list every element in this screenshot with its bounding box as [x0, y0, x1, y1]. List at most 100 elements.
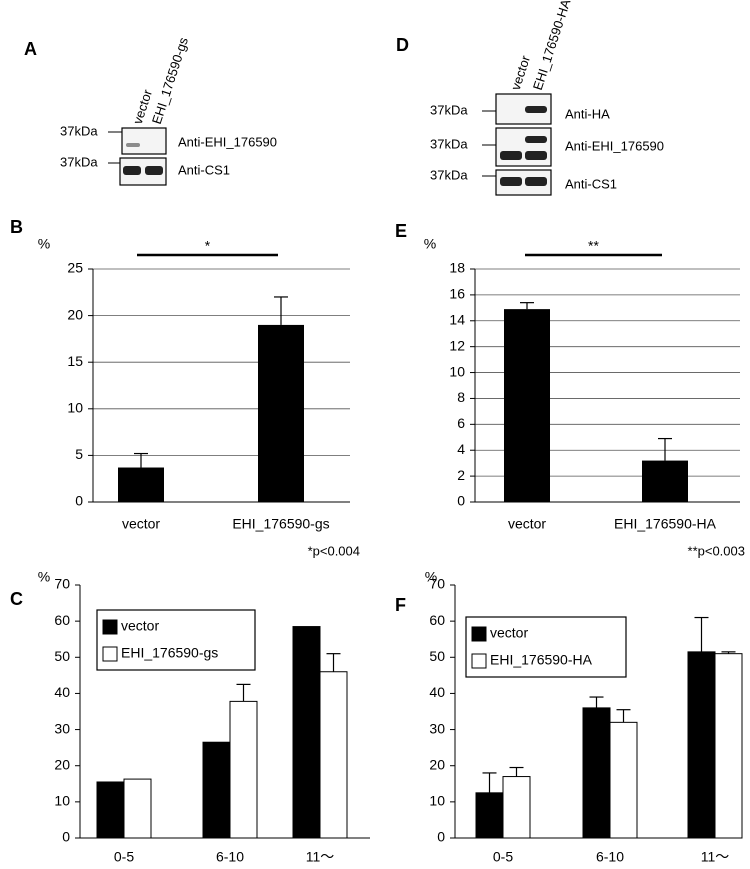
y-tick-label: 30	[429, 720, 445, 736]
band	[525, 151, 547, 160]
significance-mark: *	[205, 238, 211, 254]
band	[145, 166, 163, 175]
panel-letter: E	[395, 221, 407, 241]
x-tick-label: 11～	[306, 849, 335, 865]
y-tick-label: 18	[449, 260, 465, 276]
band	[123, 166, 141, 175]
band	[126, 143, 140, 147]
y-tick-label: 8	[457, 389, 465, 405]
marker-label: 37kDa	[60, 154, 98, 169]
footnote: **p<0.003	[688, 543, 745, 558]
bar	[258, 324, 304, 502]
x-tick-label: 0-5	[493, 849, 513, 865]
y-axis-label: %	[425, 569, 437, 585]
marker-label: 37kDa	[60, 123, 98, 138]
y-tick-label: 0	[75, 493, 83, 509]
y-tick-label: 40	[54, 684, 70, 700]
y-tick-label: 40	[429, 684, 445, 700]
y-tick-label: 25	[67, 260, 83, 276]
bar	[96, 781, 125, 839]
legend-swatch	[471, 653, 487, 669]
y-tick-label: 2	[457, 467, 465, 483]
panel-letter: F	[395, 595, 406, 615]
band	[525, 177, 547, 186]
legend-label: EHI_176590-HA	[490, 652, 593, 668]
marker-label: 37kDa	[430, 167, 468, 182]
y-tick-label: 60	[429, 612, 445, 628]
y-axis-label: %	[424, 236, 436, 252]
panel-letter: D	[396, 35, 409, 55]
x-tick-label: 6-10	[216, 849, 244, 865]
x-tick-label: EHI_176590-HA	[614, 516, 717, 532]
y-tick-label: 20	[429, 756, 445, 772]
x-tick-label: vector	[508, 516, 546, 532]
y-tick-label: 12	[449, 337, 465, 353]
y-tick-label: 4	[457, 441, 465, 457]
antibody-label: Anti-CS1	[178, 162, 230, 177]
y-tick-label: 6	[457, 415, 465, 431]
y-tick-label: 15	[67, 353, 83, 369]
y-tick-label: 0	[62, 829, 70, 845]
bar	[475, 792, 504, 839]
legend-label: EHI_176590-gs	[121, 645, 218, 661]
significance-mark: **	[588, 238, 599, 254]
bar	[687, 651, 716, 839]
y-tick-label: 50	[429, 648, 445, 664]
footnote: *p<0.004	[308, 543, 360, 558]
x-tick-label: 0-5	[114, 849, 134, 865]
antibody-label: Anti-HA	[565, 106, 610, 121]
legend-swatch	[102, 646, 118, 662]
bar	[714, 653, 743, 839]
bar	[319, 671, 348, 839]
panel-letter: C	[10, 589, 23, 609]
y-tick-label: 70	[429, 576, 445, 592]
antibody-label: Anti-EHI_176590	[565, 138, 664, 153]
y-tick-label: 30	[54, 720, 70, 736]
chart: B% 0 5 10 15 20 25 vector EHI_176590-gs * *p<0.004	[10, 217, 360, 559]
x-tick-label: EHI_176590-gs	[232, 516, 329, 532]
y-tick-label: 14	[449, 311, 465, 327]
blot-box	[121, 127, 167, 155]
panel-letter: B	[10, 217, 23, 237]
y-tick-label: 10	[54, 793, 70, 809]
y-tick-label: 60	[54, 612, 70, 628]
bar	[123, 778, 152, 839]
chart: F% 0 10 20 30 40 50 60 70 0-5 6-10 11～ vector EHI_176…	[395, 569, 743, 865]
y-tick-label: 20	[54, 756, 70, 772]
bar	[504, 309, 550, 502]
marker-label: 37kDa	[430, 136, 468, 151]
legend-box	[465, 616, 627, 678]
panel-letter: A	[24, 39, 37, 59]
y-tick-label: 10	[429, 793, 445, 809]
bar	[202, 741, 231, 839]
y-tick-label: 70	[54, 576, 70, 592]
y-axis-label: %	[38, 236, 50, 252]
marker-label: 37kDa	[430, 102, 468, 117]
bar	[292, 626, 321, 839]
band	[500, 177, 522, 186]
bar	[502, 776, 531, 839]
bar	[609, 721, 638, 839]
bar	[118, 467, 164, 502]
x-tick-label: 6-10	[596, 849, 624, 865]
legend-box	[96, 609, 256, 671]
blot-d: D vector EHI_176590-HA 37kDa Anti-HA 37k…	[396, 0, 664, 196]
lane-label: EHI_176590-HA	[530, 0, 574, 92]
band	[525, 106, 547, 113]
blot-box	[495, 127, 552, 167]
legend-swatch	[102, 619, 118, 635]
legend-swatch	[471, 626, 487, 642]
y-tick-label: 10	[67, 400, 83, 416]
chart: E% 0 2 4 6 8 10 12 14 16 18 vector EHI_176590-HA ** **…	[395, 221, 745, 559]
y-tick-label: 0	[457, 493, 465, 509]
x-tick-label: 11～	[701, 849, 730, 865]
bar	[582, 707, 611, 839]
antibody-label: Anti-CS1	[565, 176, 617, 191]
y-axis-label: %	[38, 569, 50, 585]
y-tick-label: 16	[449, 286, 465, 302]
y-tick-label: 0	[437, 829, 445, 845]
band	[500, 151, 522, 160]
x-tick-label: vector	[122, 516, 160, 532]
y-tick-label: 10	[449, 363, 465, 379]
legend-label: vector	[490, 625, 528, 641]
